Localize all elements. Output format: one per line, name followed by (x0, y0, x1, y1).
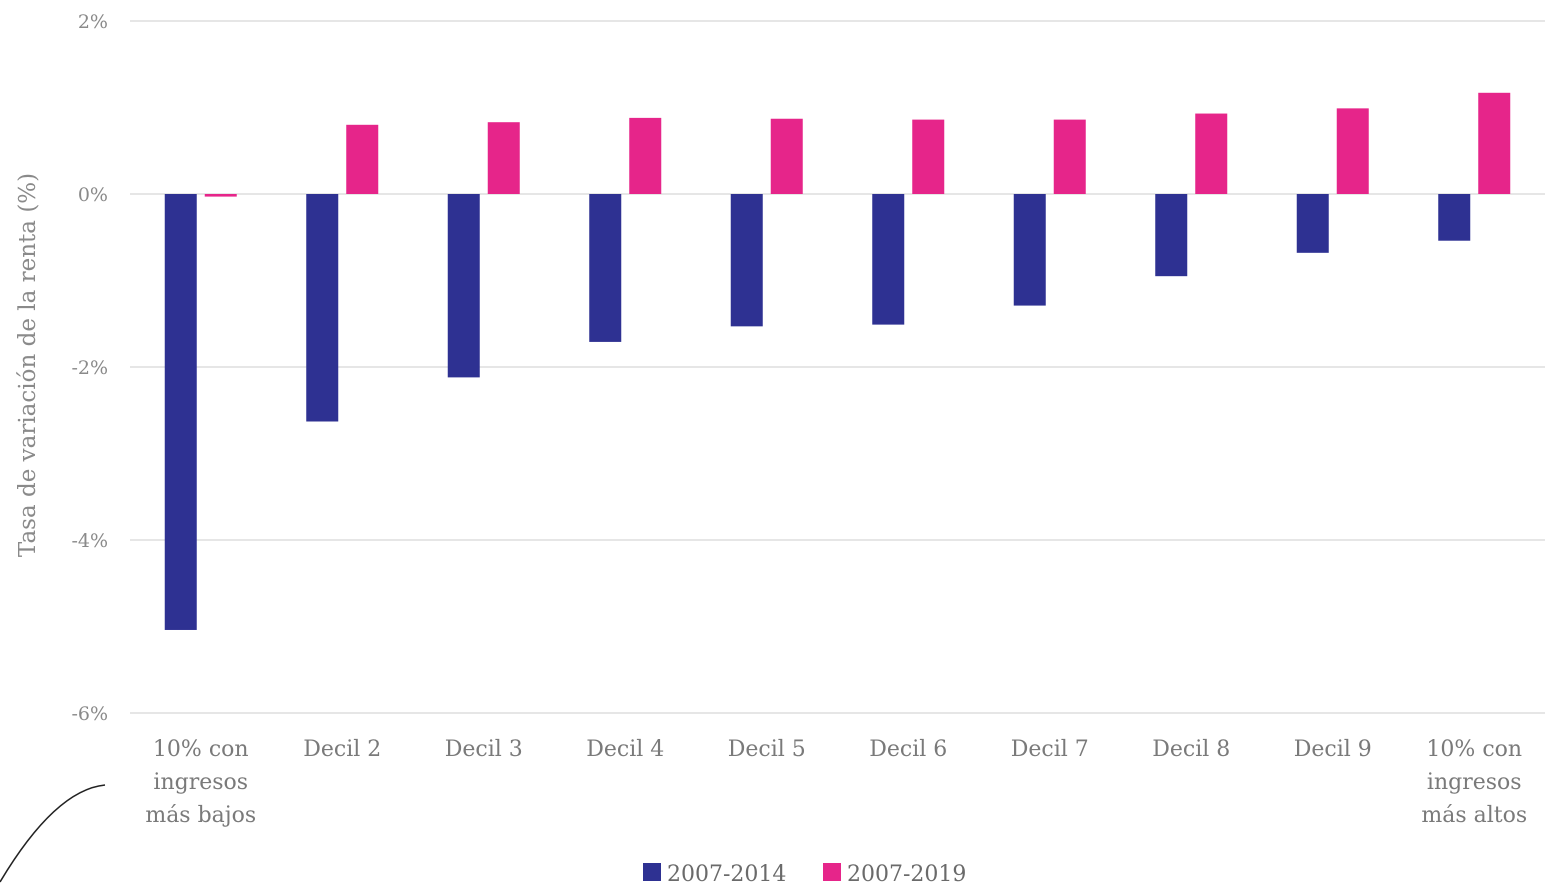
y-tick-label: -2% (71, 357, 108, 379)
x-category-label: Decil 9 (1294, 737, 1372, 762)
bar-2007-2019-3 (487, 122, 520, 194)
bar-2007-2014-6 (872, 194, 905, 325)
y-tick-label: 0% (78, 184, 108, 206)
x-category-label: Decil 3 (445, 737, 523, 762)
y-tick-label: -6% (71, 703, 108, 725)
x-axis-categories: 10% con ingresos más bajos Decil 2 Decil 3 De… (145, 737, 1527, 828)
x-category-label: 10% con ingresos más altos (1421, 737, 1527, 828)
bar-2007-2019-8 (1195, 113, 1228, 194)
x-category-label: Decil 8 (1152, 737, 1230, 762)
legend: 2007-2014 2007-2019 (643, 862, 966, 887)
bar-2007-2019-9 (1336, 108, 1369, 194)
bar-2007-2014-4 (589, 194, 622, 342)
decorative-curve (0, 784, 106, 883)
bar-2007-2019-6 (912, 119, 945, 194)
bar-2007-2019-10 (1478, 92, 1511, 194)
legend-swatch (823, 863, 841, 881)
bars (164, 92, 1511, 630)
legend-label: 2007-2014 (667, 862, 786, 887)
x-category-label: Decil 4 (586, 737, 664, 762)
x-category-label: Decil 5 (728, 737, 806, 762)
y-tick-label: 2% (78, 11, 108, 33)
bar-2007-2014-5 (730, 194, 763, 327)
gridlines (130, 20, 1545, 714)
y-axis-label: Tasa de variación de la renta (%) (15, 173, 41, 557)
bar-2007-2014-1 (164, 194, 197, 630)
x-category-label: Decil 7 (1011, 737, 1089, 762)
bar-2007-2014-7 (1013, 194, 1046, 306)
bar-2007-2014-2 (306, 194, 339, 422)
x-category-label: 10% con ingresos más bajos (145, 737, 256, 828)
y-tick-label: -4% (71, 530, 108, 552)
bar-2007-2014-3 (447, 194, 480, 378)
bar-2007-2014-8 (1155, 194, 1188, 277)
legend-label: 2007-2019 (847, 862, 966, 887)
legend-swatch (643, 863, 661, 881)
bar-2007-2014-10 (1438, 194, 1471, 241)
bar-2007-2014-9 (1296, 194, 1329, 253)
bar-2007-2019-4 (629, 117, 662, 194)
y-axis-ticks: 2% 0% -2% -4% -6% (71, 11, 108, 725)
x-category-label: Decil 6 (869, 737, 947, 762)
bar-2007-2019-2 (346, 124, 379, 194)
bar-2007-2019-1 (204, 194, 237, 197)
bar-2007-2019-5 (770, 118, 803, 194)
bar-2007-2019-7 (1053, 119, 1086, 194)
x-category-label: Decil 2 (303, 737, 381, 762)
